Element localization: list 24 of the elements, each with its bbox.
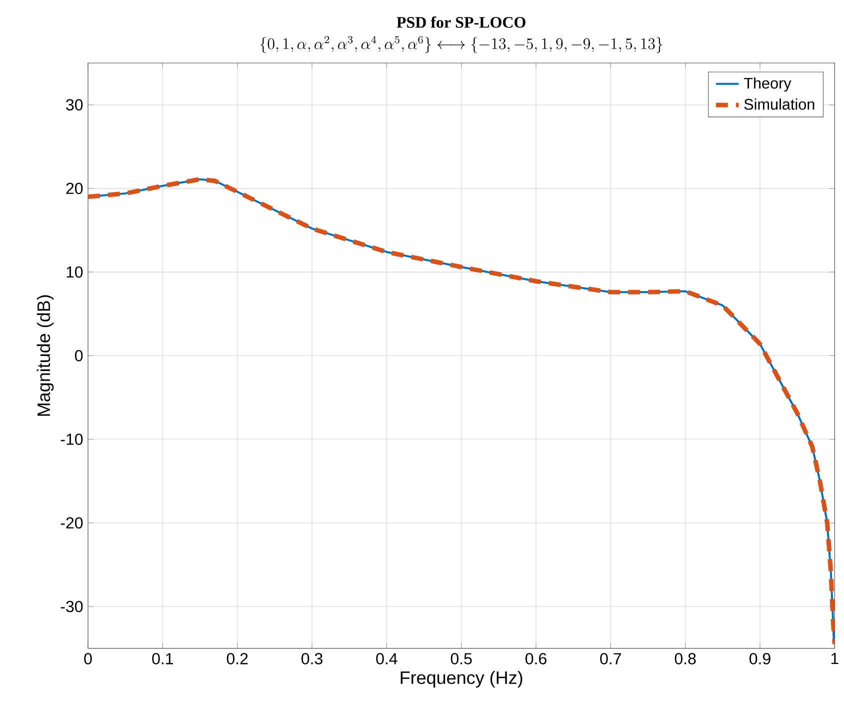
chart-subtitle: $\{0,1,\alpha,\alpha^2,\alpha^3,\alpha^4,\alpha^5,\alpha^6\} \longleftrightarrow \{-13,-5,1,9,-9,-1,5,13\}$	[260, 36, 662, 53]
x-tick-label: 0.9	[750, 653, 770, 664]
y-tick-label: -30	[60, 600, 83, 612]
chart-title: PSD for SP-LOCO	[396, 16, 526, 28]
x-tick-label: 0.6	[526, 653, 546, 664]
x-tick-label: 0.8	[674, 653, 696, 664]
y-tick-label: -20	[60, 517, 83, 529]
legend-label: Simulation	[744, 98, 814, 110]
y-tick-label: 0	[75, 350, 83, 362]
y-axis-title: Magnitude (dB)	[36, 295, 54, 416]
legend-label: Theory	[744, 77, 792, 92]
x-tick-label: 0.3	[302, 653, 322, 664]
y-tick-label: -10	[60, 434, 83, 445]
y-tick-label: 30	[66, 99, 83, 110]
x-tick-label: 0.7	[600, 653, 621, 664]
x-tick-label: 0.5	[450, 653, 472, 664]
x-tick-label: 0.1	[152, 653, 174, 664]
x-tick-label: 0.2	[226, 653, 248, 664]
y-tick-label: 10	[66, 266, 83, 278]
x-axis-title: Frequency (Hz)	[400, 670, 522, 688]
y-tick-label: 20	[66, 182, 83, 194]
x-tick-label: 0	[84, 653, 92, 664]
x-tick-label: 1	[831, 653, 838, 664]
x-tick-label: 0.4	[376, 653, 398, 664]
